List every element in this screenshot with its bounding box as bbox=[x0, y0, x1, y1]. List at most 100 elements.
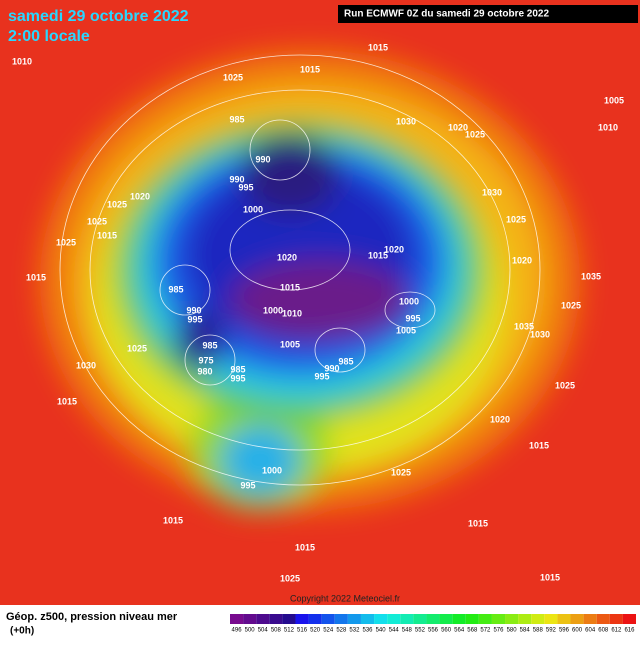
scale-cell bbox=[544, 614, 558, 624]
isobar-label: 1020 bbox=[448, 122, 468, 132]
isobar-label: 1005 bbox=[396, 325, 416, 335]
scale-cell bbox=[518, 614, 532, 624]
isobar-label: 1005 bbox=[280, 339, 300, 349]
scale-label: 600 bbox=[572, 628, 583, 634]
scale-cell bbox=[413, 614, 427, 624]
scale-cell bbox=[439, 614, 453, 624]
isobar-label: 975 bbox=[198, 355, 213, 365]
scale-label: 608 bbox=[598, 628, 609, 634]
isobar-label: 1025 bbox=[107, 199, 127, 209]
scale-label: 588 bbox=[533, 628, 544, 634]
isobar-label: 1025 bbox=[280, 573, 300, 583]
scale-label: 572 bbox=[480, 628, 491, 634]
scale-cell bbox=[491, 614, 506, 624]
isobar-label: 1000 bbox=[262, 465, 282, 475]
isobar-label: 995 bbox=[187, 314, 202, 324]
footer-title: Géop. z500, pression niveau mer bbox=[6, 611, 178, 623]
scale-cell bbox=[321, 614, 335, 624]
scale-cell bbox=[400, 614, 414, 624]
scale-label: 536 bbox=[363, 628, 374, 634]
isobar-label: 1020 bbox=[490, 414, 510, 424]
scale-cell bbox=[596, 614, 610, 624]
isobar-label: 1025 bbox=[561, 300, 581, 310]
scale-label: 524 bbox=[323, 628, 334, 634]
scale-cell bbox=[308, 614, 322, 624]
isobar-label: 1035 bbox=[514, 321, 534, 331]
scale-cell bbox=[622, 614, 636, 624]
scale-cell bbox=[282, 614, 296, 624]
scale-label: 604 bbox=[585, 628, 596, 634]
isobar-label: 1010 bbox=[12, 56, 32, 66]
isobar-label: 1025 bbox=[223, 72, 243, 82]
isobar-label: 1015 bbox=[280, 282, 300, 292]
isobar-label: 1025 bbox=[391, 467, 411, 477]
scale-cell bbox=[374, 614, 388, 624]
isobar-label: 995 bbox=[238, 182, 253, 192]
scale-label: 516 bbox=[297, 628, 308, 634]
isobar-label: 980 bbox=[197, 366, 212, 376]
scale-label: 532 bbox=[349, 628, 360, 634]
isobar-label: 985 bbox=[168, 284, 183, 294]
isobar-label: 1020 bbox=[130, 191, 150, 201]
scale-label: 556 bbox=[428, 628, 439, 634]
isobar-label: 1035 bbox=[581, 271, 601, 281]
isobar-label: 1030 bbox=[396, 116, 416, 126]
isobar-label: 1000 bbox=[243, 204, 263, 214]
scale-cell bbox=[243, 614, 257, 624]
scale-cell bbox=[609, 614, 623, 624]
run-box bbox=[338, 5, 638, 23]
isobar-label: 1030 bbox=[76, 360, 96, 370]
scale-cell bbox=[426, 614, 440, 624]
isobar-label: 1015 bbox=[163, 515, 183, 525]
isobar-label: 985 bbox=[338, 356, 353, 366]
isobar-label: 1015 bbox=[368, 42, 388, 52]
scale-label: 540 bbox=[376, 628, 387, 634]
isobar-label: 1025 bbox=[555, 380, 575, 390]
scale-label: 496 bbox=[232, 628, 243, 634]
isobar-label: 1015 bbox=[57, 396, 77, 406]
isobar-label: 1015 bbox=[468, 518, 488, 528]
isobar-label: 995 bbox=[314, 371, 329, 381]
isobar-label: 1030 bbox=[482, 187, 502, 197]
scale-cell bbox=[557, 614, 571, 624]
scale-cell bbox=[478, 614, 492, 624]
scale-label: 576 bbox=[493, 628, 504, 634]
isobar-label: 1025 bbox=[87, 216, 107, 226]
isobar-label: 1000 bbox=[263, 305, 283, 315]
isobar-label: 1015 bbox=[97, 230, 117, 240]
isobar-label: 1025 bbox=[506, 214, 526, 224]
isobar-label: 1015 bbox=[26, 272, 46, 282]
isobar-label: 1005 bbox=[604, 95, 624, 105]
scale-cell bbox=[387, 614, 401, 624]
scale-label: 512 bbox=[284, 628, 295, 634]
isobar-label: 1015 bbox=[368, 250, 388, 260]
isobars bbox=[59, 54, 541, 486]
scale-label: 612 bbox=[611, 628, 622, 634]
scale-label: 564 bbox=[454, 628, 465, 634]
scale-cell bbox=[334, 614, 348, 624]
isobar-label: 1010 bbox=[282, 308, 302, 318]
scale-cell bbox=[269, 614, 283, 624]
isobar-label: 1030 bbox=[530, 329, 550, 339]
scale-cell bbox=[465, 614, 479, 624]
time: 2:00 locale bbox=[8, 28, 90, 45]
isobar-label: 1025 bbox=[465, 129, 485, 139]
scale-label: 580 bbox=[507, 628, 518, 634]
isobar-label: 990 bbox=[324, 363, 339, 373]
scale-label: 544 bbox=[389, 628, 400, 634]
scale-cell bbox=[347, 614, 361, 624]
isobar-label: 1000 bbox=[399, 296, 419, 306]
scale-label: 616 bbox=[624, 628, 635, 634]
scale-label: 592 bbox=[546, 628, 557, 634]
scale-label: 584 bbox=[520, 628, 531, 634]
scale-cell bbox=[256, 614, 270, 624]
isobar-label: 985 bbox=[229, 114, 244, 124]
isobar-label: 1015 bbox=[300, 64, 320, 74]
isobar-label: 990 bbox=[186, 305, 201, 315]
scale-cell bbox=[531, 614, 545, 624]
scale-cell bbox=[452, 614, 466, 624]
isobar-label: 1015 bbox=[295, 542, 315, 552]
isobar-label: 995 bbox=[405, 313, 420, 323]
scale-label: 520 bbox=[310, 628, 321, 634]
scale-label: 528 bbox=[336, 628, 347, 634]
